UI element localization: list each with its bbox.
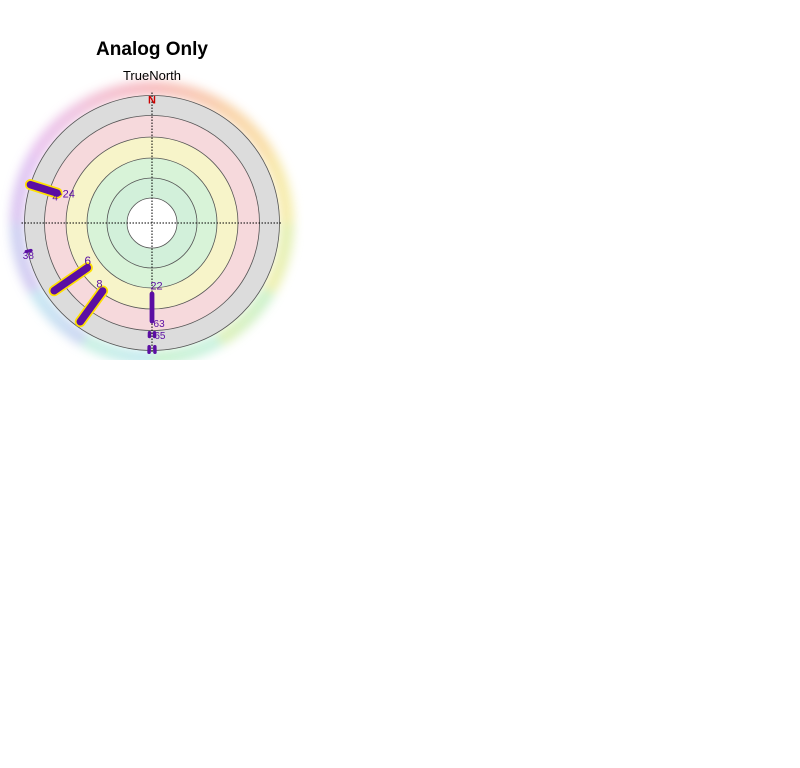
- svg-text:4: 4: [52, 193, 58, 204]
- svg-text:TrueNorth: TrueNorth: [123, 68, 181, 83]
- svg-text:8: 8: [96, 278, 102, 290]
- svg-text:22: 22: [150, 281, 162, 293]
- svg-text:65: 65: [154, 331, 166, 342]
- svg-text:63: 63: [154, 319, 166, 330]
- svg-text:N: N: [148, 95, 156, 107]
- svg-text:6: 6: [84, 254, 91, 268]
- svg-text:38: 38: [23, 251, 35, 262]
- svg-text:24: 24: [63, 188, 75, 200]
